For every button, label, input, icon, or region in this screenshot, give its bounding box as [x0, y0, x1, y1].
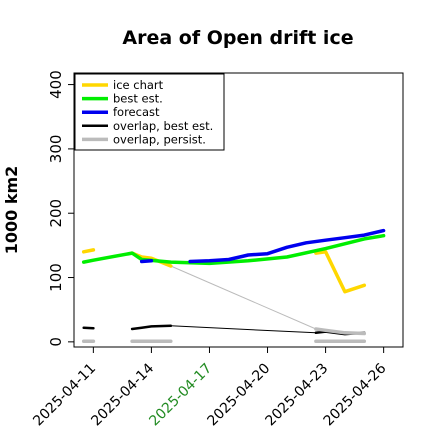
- legend-label: best est.: [113, 92, 163, 106]
- legend-label: overlap, persist.: [113, 132, 206, 146]
- series-line-3-1: [130, 324, 173, 331]
- chart-title: Area of Open drift ice: [122, 27, 353, 49]
- series-line-1-0: [81, 233, 386, 266]
- y-tick-label: 0: [47, 337, 65, 347]
- x-tick-label: 2025-04-26: [321, 360, 390, 429]
- y-axis-label: 1000 km2: [2, 166, 21, 255]
- legend-label: ice chart: [113, 78, 164, 92]
- y-tick-label: 100: [47, 263, 65, 292]
- series-line-4-2: [314, 327, 367, 336]
- y-tick-label: 200: [47, 199, 65, 228]
- y-axis: 0 100 200 300 400: [47, 70, 74, 347]
- series-line-2-1: [188, 228, 386, 264]
- connector-line-1: [170, 325, 316, 334]
- series-line-2-0: [139, 259, 154, 264]
- y-tick-label: 400: [47, 70, 65, 99]
- legend-label: overlap, best est.: [113, 119, 213, 133]
- legend-label: forecast: [113, 105, 160, 119]
- connector-line-0: [170, 265, 317, 330]
- x-axis: 2025-04-112025-04-142025-04-172025-04-20…: [30, 347, 390, 429]
- y-tick-label: 300: [47, 135, 65, 164]
- plot-area: [81, 228, 386, 343]
- series-line-3-0: [82, 326, 95, 330]
- series-line-0-0: [81, 248, 96, 254]
- plot-frame: [73, 72, 404, 348]
- series-line-0-2: [314, 250, 367, 294]
